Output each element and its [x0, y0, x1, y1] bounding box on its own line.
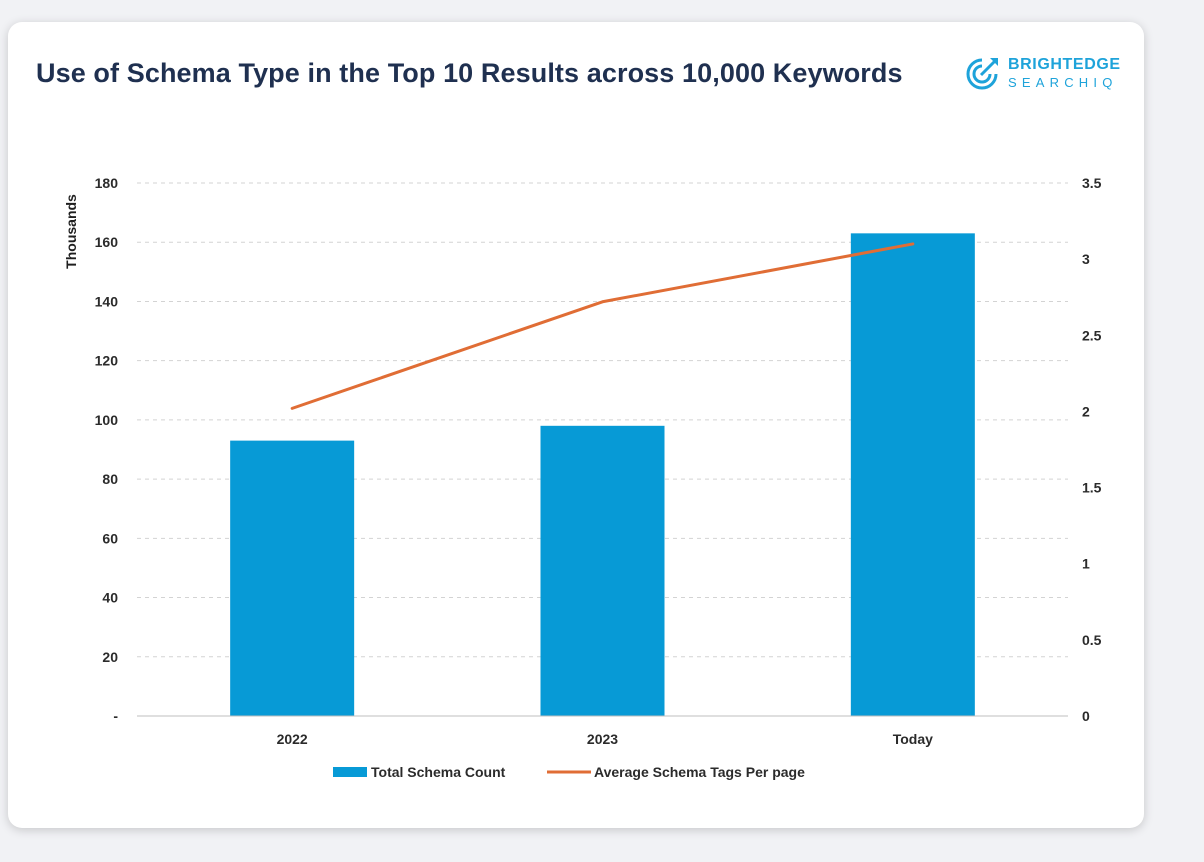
legend-label: Total Schema Count — [371, 764, 506, 780]
brightedge-logo-icon — [966, 58, 998, 90]
y-tick-label: - — [113, 708, 118, 724]
y2-tick-label: 3.5 — [1082, 175, 1102, 191]
y-tick-label: 120 — [95, 353, 119, 369]
y-tick-label: 180 — [95, 175, 119, 191]
y-tick-label: 160 — [95, 234, 119, 250]
logo-wordmark: BRIGHTEDGE — [1008, 56, 1121, 73]
y2-tick-label: 2 — [1082, 403, 1090, 419]
y-tick-label: 80 — [102, 471, 118, 487]
y2-tick-label: 0.5 — [1082, 632, 1102, 648]
bar — [230, 440, 355, 716]
y2-tick-label: 2.5 — [1082, 327, 1102, 343]
y-tick-label: 20 — [102, 649, 118, 665]
x-tick-label: 2022 — [277, 731, 308, 747]
x-tick-label: 2023 — [587, 731, 618, 747]
bar — [540, 425, 665, 716]
logo-subwordmark: SEARCHIQ — [1008, 75, 1118, 90]
x-tick-label: Today — [893, 731, 933, 747]
chart-title: Use of Schema Type in the Top 10 Results… — [36, 58, 903, 88]
y-tick-label: 140 — [95, 293, 119, 309]
y2-tick-label: 3 — [1082, 251, 1090, 267]
legend-label: Average Schema Tags Per page — [594, 764, 805, 780]
y2-tick-label: 1 — [1082, 556, 1090, 572]
y-tick-label: 60 — [102, 530, 118, 546]
legend-swatch-bar — [333, 767, 367, 777]
y-tick-label: 40 — [102, 590, 118, 606]
y2-tick-label: 1.5 — [1082, 480, 1102, 496]
brightedge-logo: BRIGHTEDGE SEARCHIQ — [962, 54, 1132, 98]
y-tick-label: 100 — [95, 412, 119, 428]
y-axis-title: Thousands — [63, 194, 79, 269]
series-line — [290, 242, 915, 410]
y2-tick-label: 0 — [1082, 708, 1090, 724]
bar — [850, 233, 975, 717]
